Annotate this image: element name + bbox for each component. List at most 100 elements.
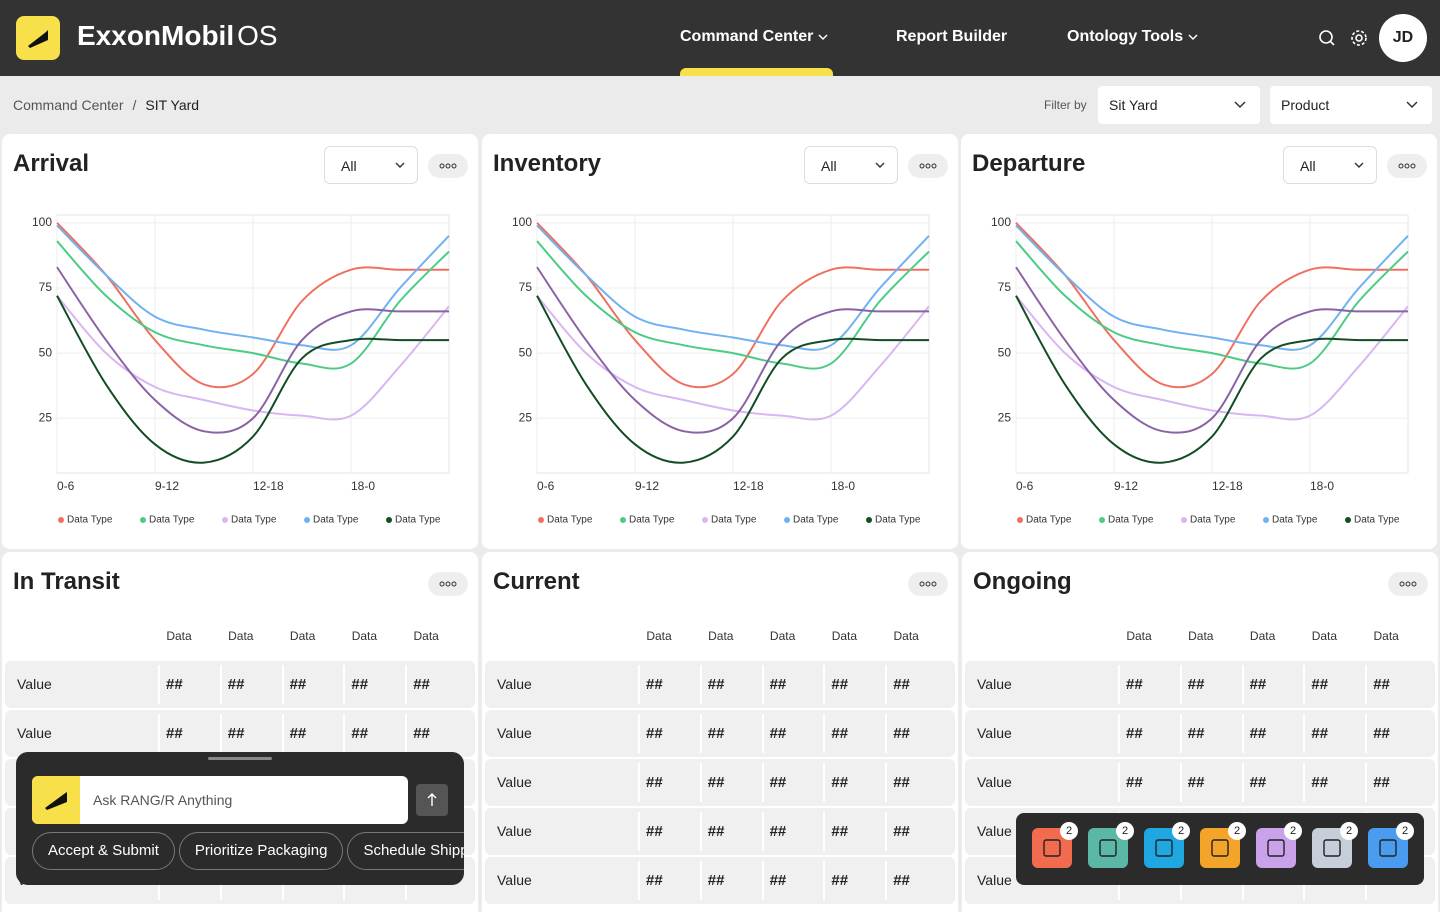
cell-value: ## xyxy=(769,725,787,742)
panel-title: Departure xyxy=(972,150,1086,177)
legend-label: Data Type xyxy=(67,515,113,526)
cell-value: ## xyxy=(166,725,183,742)
cell-divider xyxy=(405,714,408,753)
table-row: Value ## ## ## ## ## xyxy=(5,661,475,708)
cell-value: ## xyxy=(413,676,430,693)
assistant-input[interactable]: Ask RANG/R Anything xyxy=(32,776,408,824)
more-button[interactable] xyxy=(1388,572,1428,596)
series-line xyxy=(1015,266,1408,434)
cell-divider xyxy=(699,665,702,704)
x-tick-label: 9-12 xyxy=(155,479,179,493)
panel-title: Current xyxy=(493,568,580,595)
cell-value: ## xyxy=(1311,676,1329,693)
badge: 2 xyxy=(1172,822,1190,840)
badge: 2 xyxy=(1284,822,1302,840)
app-icon xyxy=(1099,839,1117,857)
cell-divider xyxy=(761,665,764,704)
dropdown[interactable]: All xyxy=(804,146,898,184)
more-button[interactable] xyxy=(908,154,948,178)
y-tick-label: 50 xyxy=(998,345,1012,359)
drag-handle[interactable] xyxy=(208,757,272,760)
cell-divider xyxy=(638,714,640,753)
cell-divider xyxy=(885,763,888,802)
dot xyxy=(439,163,445,169)
y-tick-label: 100 xyxy=(991,215,1011,229)
suggestion-chip[interactable]: Prioritize Packaging xyxy=(178,832,344,870)
cell-divider xyxy=(343,714,346,753)
settings-icon[interactable] xyxy=(1350,29,1368,47)
column-header: Data xyxy=(1249,629,1276,643)
dots xyxy=(1399,581,1417,587)
dropdown[interactable]: All xyxy=(1283,146,1377,184)
series-line xyxy=(1015,295,1408,464)
cell-divider xyxy=(219,714,222,753)
active-indicator xyxy=(680,68,833,76)
column-header: Data xyxy=(769,629,796,643)
cell-value: ## xyxy=(289,676,307,693)
legend-swatch xyxy=(702,517,708,523)
filter-select[interactable]: Sit Yard xyxy=(1098,86,1260,124)
cell-divider xyxy=(158,665,160,704)
more-button[interactable] xyxy=(428,154,468,178)
cell-divider xyxy=(1179,714,1182,753)
dot xyxy=(925,581,931,587)
column-header: Data xyxy=(351,629,378,643)
x-tick-label: 0-6 xyxy=(57,479,75,493)
dropdown[interactable]: All xyxy=(324,146,418,184)
column-header: Data xyxy=(228,629,254,643)
more-button[interactable] xyxy=(1387,154,1427,178)
avatar[interactable]: JD xyxy=(1379,14,1427,62)
column-header: Data xyxy=(1126,629,1152,643)
cell-value: ## xyxy=(893,676,910,693)
y-tick-label: 50 xyxy=(519,345,533,359)
chart-panel: 25 50 75 100 0-6 9-12 12-18 18-0 Data Type Data T… xyxy=(2,134,478,549)
legend-swatch xyxy=(140,517,146,523)
breadcrumb: Command Center / SIT Yard xyxy=(13,97,199,113)
nav-item[interactable]: Ontology Tools xyxy=(1067,28,1198,46)
x-tick-label: 0-6 xyxy=(537,479,555,493)
cell-value: ## xyxy=(1311,725,1329,742)
cell-divider xyxy=(1365,763,1368,802)
logo[interactable] xyxy=(16,16,60,60)
app-icon xyxy=(1267,839,1285,857)
x-tick-label: 12-18 xyxy=(253,479,284,493)
cell-value: ## xyxy=(227,676,245,693)
suggestion-chip[interactable]: Schedule Shipp xyxy=(347,832,464,870)
chevron xyxy=(1354,162,1364,168)
legend-label: Data Type xyxy=(793,515,839,526)
cell-value: ## xyxy=(1187,676,1205,693)
legend-swatch xyxy=(1017,517,1023,523)
more-button[interactable] xyxy=(908,572,948,596)
cell-divider xyxy=(823,665,826,704)
suggestion-chip[interactable]: Accept & Submit xyxy=(32,832,175,870)
legend-label: Data Type xyxy=(629,515,675,526)
cell-divider xyxy=(638,861,640,900)
y-tick-label: 50 xyxy=(39,345,53,359)
legend-label: Data Type xyxy=(395,515,441,526)
app-icon xyxy=(1211,839,1229,857)
cell-divider xyxy=(699,861,702,900)
nav-label: Report Builder xyxy=(896,28,1008,45)
dropdown-value: All xyxy=(821,158,837,174)
cell-divider xyxy=(1303,714,1306,753)
nav-item[interactable]: Report Builder xyxy=(896,28,1007,46)
legend-swatch xyxy=(58,517,64,523)
cell-divider xyxy=(823,763,826,802)
series-line xyxy=(1015,222,1408,389)
filter-select[interactable]: Product xyxy=(1270,86,1432,124)
dot xyxy=(451,163,457,169)
more-button[interactable] xyxy=(428,572,468,596)
nav-item[interactable]: Command Center xyxy=(680,28,828,46)
cell-divider xyxy=(638,665,640,704)
crumb[interactable]: Command Center xyxy=(13,97,124,113)
send-button[interactable] xyxy=(416,784,448,816)
column-header: Data xyxy=(893,629,919,643)
legend-label: Data Type xyxy=(1354,515,1400,526)
column-header: Data xyxy=(831,629,858,643)
search-icon[interactable] xyxy=(1318,29,1336,47)
cell-divider xyxy=(1303,763,1306,802)
row-label: Value xyxy=(977,676,1012,692)
dock: 2 2 2 2 2 2 2 xyxy=(1016,813,1424,885)
chart: 25 50 75 100 0-6 9-12 12-18 18-0 Data Type Data T… xyxy=(512,214,930,526)
dot xyxy=(931,581,937,587)
